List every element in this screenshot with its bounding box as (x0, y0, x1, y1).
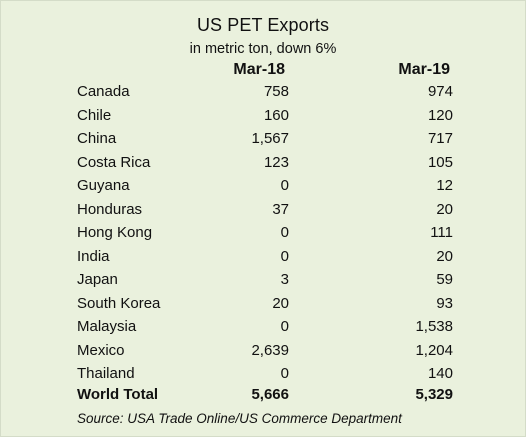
value-mar-19: 140 (427, 365, 453, 382)
country-name: Thailand (77, 365, 135, 382)
value-mar-18: 0 (280, 365, 289, 382)
value-mar-19: 20 (436, 247, 453, 265)
value-mar-18: 1,567 (251, 130, 289, 147)
table-row: China 1,567 717 (77, 127, 453, 151)
value-mar-18: 0 (280, 177, 289, 194)
table-row: Costa Rica 123 105 (77, 151, 453, 175)
value-mar-19: 120 (427, 106, 453, 124)
value-mar-19: 105 (427, 153, 453, 171)
table-row: Malaysia 0 1,538 (77, 315, 453, 339)
value-mar-18: 123 (263, 153, 289, 171)
value-mar-18: 160 (263, 106, 289, 124)
value-mar-19: 1,538 (415, 318, 453, 335)
value-mar-19: 1,204 (415, 341, 453, 359)
value-mar-18: 20 (272, 294, 289, 312)
value-mar-18: 2,639 (251, 341, 289, 359)
value-mar-19: 111 (430, 224, 453, 241)
value-mar-18: 758 (263, 83, 289, 100)
value-mar-19: 93 (436, 294, 453, 312)
table-row: Mexico 2,639 1,204 (77, 339, 453, 363)
column-header-mar-19: Mar-19 (398, 61, 450, 78)
country-name: China (77, 130, 117, 147)
country-name: Japan (77, 271, 118, 288)
table-body: Canada 758 974 Chile 160 120 China 1,567 717 Cost… (77, 80, 453, 386)
country-name: Honduras (77, 200, 143, 218)
table-row: Honduras 37 20 (77, 198, 453, 222)
country-name: India (77, 247, 110, 265)
value-mar-18: 0 (280, 247, 289, 265)
country-name: Guyana (77, 177, 130, 194)
value-mar-18: 37 (272, 200, 289, 218)
table-row: Japan 3 59 (77, 268, 453, 292)
column-header-mar-18: Mar-18 (233, 61, 285, 78)
world-total-mar-19: 5,329 (415, 386, 453, 403)
table-row: India 0 20 (77, 245, 453, 269)
table-row: Thailand 0 140 (77, 362, 453, 386)
world-total-mar-18: 5,666 (251, 386, 289, 403)
country-name: Chile (77, 106, 112, 124)
value-mar-18: 3 (280, 271, 289, 288)
country-name: Hong Kong (77, 224, 153, 241)
value-mar-18: 0 (280, 318, 289, 335)
table-row: Hong Kong 0 111 (77, 221, 453, 245)
value-mar-19: 12 (436, 177, 453, 194)
table-row: Chile 160 120 (77, 104, 453, 128)
country-name: Mexico (77, 341, 125, 359)
table-row: Guyana 0 12 (77, 174, 453, 198)
country-name: Costa Rica (77, 153, 151, 171)
country-name: Canada (77, 83, 130, 100)
country-name: South Korea (77, 294, 161, 312)
value-mar-19: 974 (427, 83, 453, 100)
value-mar-19: 59 (436, 271, 453, 288)
table-row: South Korea 20 93 (77, 292, 453, 316)
value-mar-19: 20 (436, 200, 453, 218)
table-title: US PET Exports (196, 15, 330, 35)
value-mar-19: 717 (427, 130, 453, 147)
value-mar-18: 0 (280, 224, 289, 241)
world-total-label: World Total (77, 386, 159, 403)
table-row: Canada 758 974 (77, 80, 453, 104)
country-name: Malaysia (77, 318, 137, 335)
world-total-row: World Total 5,666 5,329 (77, 383, 453, 407)
table-subtitle: in metric ton, down 6% (189, 41, 337, 57)
source-note: Source: USA Trade Online/US Commerce Dep… (77, 411, 402, 426)
